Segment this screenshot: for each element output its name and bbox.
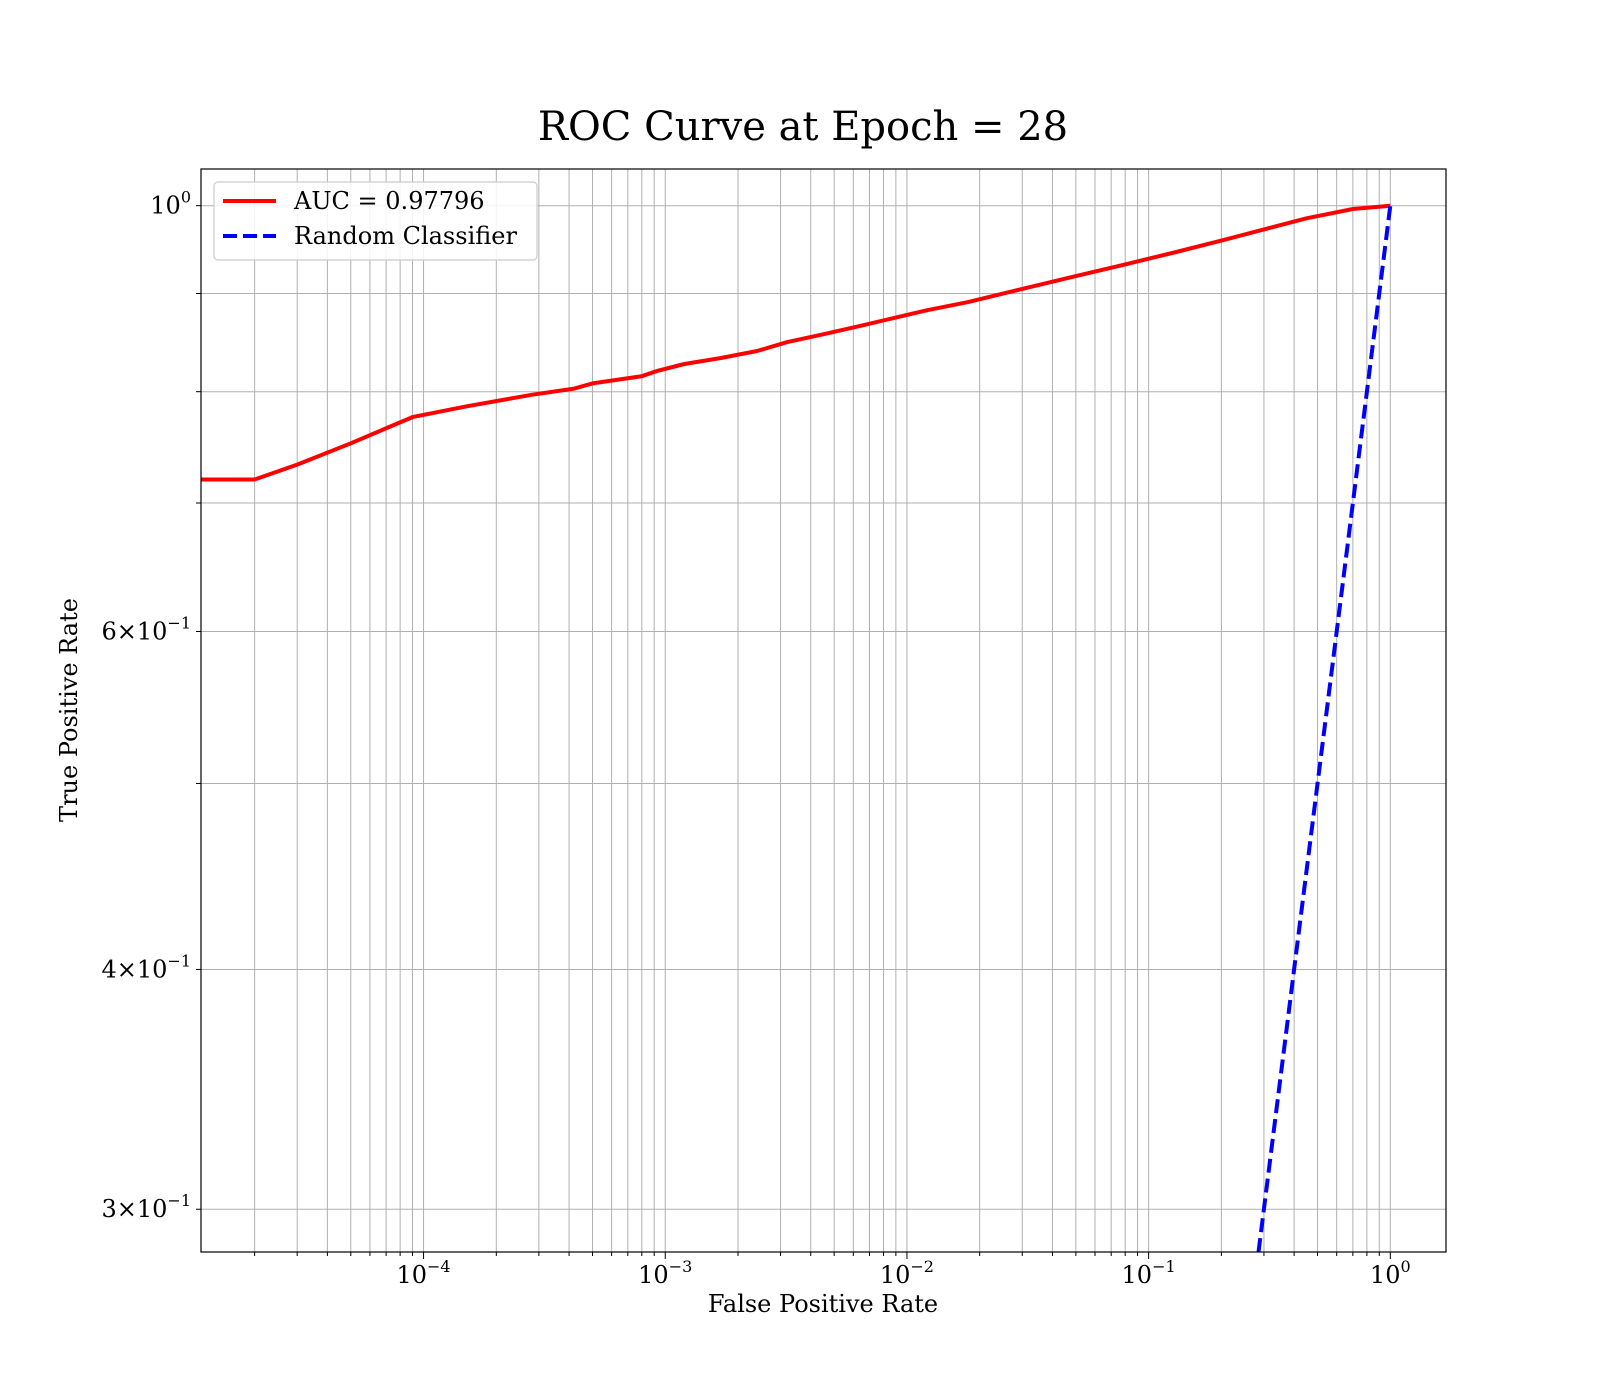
x-tick-label: 100 [1370, 1257, 1411, 1289]
y-tick-label: 6×10−1 [101, 613, 191, 645]
plot-frame [200, 168, 1447, 1253]
legend: AUC = 0.97796 Random Classifier [213, 181, 538, 261]
chart-title: ROC Curve at Epoch = 28 [538, 104, 1068, 150]
legend-label-auc: AUC = 0.97796 [293, 187, 485, 215]
y-tick-label: 4×10−1 [101, 951, 191, 983]
y-tick-label: 3×10−1 [101, 1191, 191, 1223]
series-lines [201, 203, 1393, 1252]
legend-label-random: Random Classifier [294, 222, 517, 250]
x-axis-label: False Positive Rate [708, 1290, 938, 1318]
roc-curve-line [201, 203, 1391, 482]
x-tick-label: 10−1 [1122, 1257, 1176, 1289]
y-axis-label: True Positive Rate [55, 598, 83, 822]
grid-lines [201, 169, 1446, 1252]
x-tick-label: 10−2 [880, 1257, 934, 1289]
tick-marks: 10−4 10−3 10−2 10−1 100 100 6×10−1 4×10−1 3×10−1 [101, 188, 1410, 1289]
x-tick-label: 10−3 [638, 1257, 692, 1289]
y-tick-label: 100 [150, 188, 191, 220]
legend-frame [213, 181, 538, 261]
x-tick-label: 10−4 [396, 1257, 450, 1289]
random-classifier-line [1256, 205, 1393, 1252]
